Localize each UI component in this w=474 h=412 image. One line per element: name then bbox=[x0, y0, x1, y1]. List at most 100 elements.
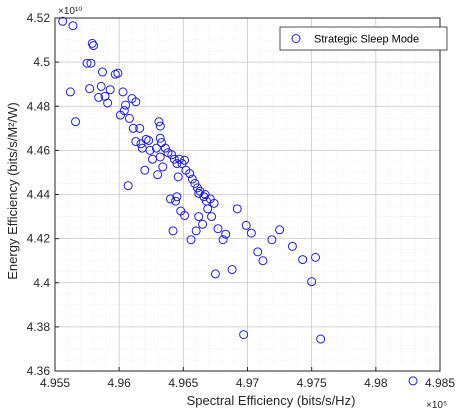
data-point bbox=[180, 210, 190, 220]
data-point bbox=[100, 91, 110, 101]
data-point bbox=[131, 97, 141, 107]
data-point bbox=[207, 212, 217, 222]
data-point bbox=[200, 190, 210, 199]
data-point bbox=[227, 265, 237, 275]
data-point bbox=[86, 58, 96, 68]
data-point bbox=[123, 181, 133, 191]
data-point bbox=[210, 269, 220, 279]
data-point bbox=[158, 162, 168, 172]
data-point bbox=[71, 117, 81, 127]
y-tick-label: 4.48 bbox=[27, 99, 51, 113]
data-point bbox=[171, 196, 181, 206]
data-point bbox=[97, 67, 107, 77]
data-point bbox=[239, 330, 249, 340]
x-axis-exponent: ×10⁵ bbox=[426, 400, 447, 411]
data-point bbox=[185, 169, 195, 179]
data-point bbox=[144, 135, 154, 145]
data-point bbox=[151, 143, 161, 153]
data-point bbox=[203, 204, 213, 214]
data-point bbox=[94, 92, 104, 102]
x-tick-label: 4.975 bbox=[297, 376, 327, 390]
data-point bbox=[135, 123, 145, 133]
data-point bbox=[241, 220, 251, 230]
x-tick-label: 4.955 bbox=[40, 376, 70, 390]
y-tick-label: 4.4 bbox=[33, 276, 50, 290]
data-point bbox=[253, 247, 263, 257]
data-point bbox=[153, 170, 163, 180]
data-point bbox=[287, 241, 297, 251]
data-point bbox=[119, 106, 129, 116]
data-point bbox=[194, 188, 204, 198]
data-point bbox=[167, 150, 177, 160]
x-tick-label: 4.965 bbox=[168, 376, 198, 390]
y-tick-label: 4.5 bbox=[33, 55, 50, 69]
data-point bbox=[311, 252, 321, 262]
data-point bbox=[172, 192, 182, 202]
data-point bbox=[131, 137, 141, 147]
x-axis-label: Spectral Efficiency (bits/s/Hz) bbox=[187, 393, 356, 408]
data-point bbox=[96, 81, 106, 91]
data-point bbox=[118, 87, 128, 97]
data-point bbox=[307, 277, 317, 287]
y-axis-exponent: ×10¹⁰ bbox=[58, 6, 82, 17]
data-point bbox=[218, 235, 228, 245]
y-axis-label: Energy Efficiency (bits/s/M²/W) bbox=[5, 102, 20, 279]
data-point bbox=[168, 226, 178, 236]
data-point bbox=[232, 204, 242, 214]
data-point bbox=[121, 100, 131, 110]
data-point bbox=[65, 87, 75, 97]
data-point bbox=[267, 235, 277, 245]
data-point bbox=[155, 152, 165, 162]
data-point bbox=[157, 138, 167, 148]
data-point bbox=[213, 224, 223, 234]
x-axis-ticks: 4.955 4.96 4.965 4.97 4.975 4.98 4.985 bbox=[40, 367, 455, 390]
data-point bbox=[85, 84, 95, 94]
x-tick-label: 4.97 bbox=[236, 376, 260, 390]
data-point bbox=[137, 143, 147, 153]
data-point bbox=[190, 178, 200, 188]
data-point bbox=[221, 229, 231, 239]
data-point bbox=[68, 21, 78, 31]
data-point bbox=[194, 212, 204, 222]
y-tick-label: 4.44 bbox=[27, 188, 51, 202]
x-tick-label: 4.96 bbox=[107, 376, 131, 390]
data-point bbox=[258, 256, 268, 266]
legend-box bbox=[279, 26, 448, 51]
data-point bbox=[160, 143, 170, 153]
data-point bbox=[145, 145, 155, 155]
legend-marker-icon bbox=[291, 34, 301, 43]
y-tick-label: 4.46 bbox=[27, 143, 51, 157]
x-tick-label: 4.98 bbox=[364, 376, 388, 390]
data-point bbox=[82, 58, 92, 68]
data-point bbox=[105, 85, 115, 95]
data-point bbox=[192, 183, 202, 193]
legend-label: Strategic Sleep Mode bbox=[314, 34, 419, 46]
data-point bbox=[166, 194, 175, 204]
data-point bbox=[199, 192, 209, 202]
legend: Strategic Sleep Mode bbox=[279, 26, 448, 51]
data-point bbox=[177, 159, 187, 169]
y-tick-label: 4.52 bbox=[27, 11, 51, 25]
x-tick-label: 4.985 bbox=[425, 376, 455, 390]
data-point bbox=[154, 117, 164, 127]
data-point bbox=[87, 38, 97, 48]
data-point bbox=[113, 68, 123, 78]
data-point bbox=[316, 334, 326, 344]
data-point bbox=[89, 41, 98, 51]
data-point bbox=[155, 121, 165, 131]
data-point bbox=[187, 174, 197, 184]
data-point bbox=[209, 198, 219, 208]
data-point bbox=[128, 123, 138, 133]
data-point bbox=[186, 235, 196, 245]
data-point bbox=[198, 219, 208, 229]
data-point bbox=[408, 376, 418, 386]
y-tick-label: 4.38 bbox=[27, 320, 51, 334]
data-point bbox=[169, 154, 179, 164]
data-point bbox=[103, 98, 113, 108]
data-point bbox=[148, 154, 158, 164]
data-point bbox=[58, 16, 68, 26]
data-point bbox=[155, 133, 165, 143]
y-axis-ticks: 4.36 4.38 4.4 4.42 4.44 4.46 4.48 4.5 4.52 bbox=[27, 11, 59, 378]
data-point bbox=[191, 226, 201, 236]
